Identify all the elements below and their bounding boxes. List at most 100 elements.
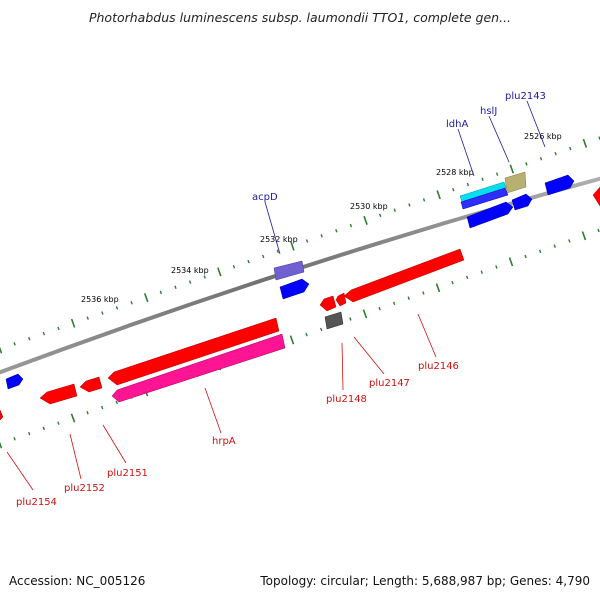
label-plu2152[interactable]: plu2152: [64, 483, 105, 494]
scale-tick: [42, 331, 46, 336]
gene-blue-arrow-icon[interactable]: [544, 174, 575, 196]
scale-tick: [86, 411, 89, 415]
gene-ldha-cyan[interactable]: [459, 181, 507, 203]
label-plu2154[interactable]: plu2154: [16, 497, 57, 508]
label-ldha[interactable]: ldhA: [446, 119, 468, 130]
scale-tick: [538, 249, 542, 254]
map-title: Photorhabdus luminescens subsp. laumondi…: [88, 10, 512, 25]
scale-label-2532: 2532 kbp: [260, 235, 298, 244]
scale-ticks-forward: [0, 136, 600, 354]
gene-hslj[interactable]: [504, 171, 527, 194]
scale-tick: [247, 259, 250, 264]
gene-plu2146[interactable]: [343, 248, 465, 303]
gene-plu2154[interactable]: [0, 409, 4, 421]
leader-plu2151: [102, 424, 127, 464]
scale-tick: [13, 342, 16, 346]
scale-tick: [554, 151, 557, 156]
scale-tick: [305, 332, 308, 337]
scale-tick: [349, 317, 352, 321]
gene-plu2147b[interactable]: [319, 295, 337, 312]
scale-tick: [582, 138, 588, 148]
gene-blue-mid[interactable]: [279, 278, 310, 300]
gene-red-edge[interactable]: [592, 186, 600, 207]
scale-tick: [569, 146, 572, 151]
scale-tick: [481, 177, 484, 182]
scale-tick: [70, 318, 76, 328]
scale-tick: [100, 405, 104, 410]
scale-tick: [524, 254, 527, 259]
scale-tick: [143, 293, 149, 303]
leader-acpd: [264, 201, 281, 255]
genome-stats-text: Topology: circular; Length: 5,688,987 bp…: [260, 574, 590, 588]
scale-label-2528: 2528 kbp: [436, 168, 474, 177]
scale-tick: [378, 306, 381, 311]
leader-hslj: [488, 115, 510, 163]
scale-tick: [262, 254, 265, 259]
leader-hrpa: [204, 387, 222, 434]
gene-ldha-blue[interactable]: [460, 187, 509, 210]
scale-tick: [86, 316, 89, 320]
scale-tick: [115, 400, 118, 405]
scale-tick: [362, 309, 368, 319]
scale-tick: [408, 203, 411, 207]
label-hrpa[interactable]: hrpA: [212, 436, 236, 447]
scale-tick: [597, 228, 600, 233]
scale-tick: [452, 187, 455, 192]
scale-tick: [525, 162, 528, 166]
scale-tick: [581, 231, 587, 241]
scale-tick: [13, 437, 16, 441]
scale-tick: [495, 172, 499, 176]
scale-tick: [0, 346, 3, 354]
scale-tick: [203, 275, 206, 279]
scale-tick: [495, 265, 498, 269]
scale-tick: [232, 264, 236, 269]
leader-plu2148: [341, 342, 344, 391]
leader-plu2154: [6, 451, 34, 491]
label-plu2147[interactable]: plu2147: [369, 378, 410, 389]
reverse-genes: [0, 186, 600, 421]
scale-tick: [451, 280, 454, 285]
scale-tick: [378, 213, 382, 218]
leader-plu2146: [417, 313, 437, 358]
scale-tick: [159, 290, 163, 295]
scale-label-2530: 2530 kbp: [350, 202, 388, 211]
gene-hrpa[interactable]: [111, 333, 286, 403]
scale-tick: [436, 190, 441, 200]
gene-acpd[interactable]: [273, 260, 305, 281]
scale-tick: [363, 215, 368, 225]
scale-tick: [422, 198, 426, 202]
scale-tick: [174, 285, 177, 290]
scale-tick: [217, 267, 222, 277]
gene-plu2148[interactable]: [324, 311, 344, 330]
gene-blue-long[interactable]: [466, 201, 514, 229]
scale-tick: [466, 182, 470, 187]
scale-tick: [320, 234, 323, 238]
scale-tick: [305, 239, 309, 243]
scale-tick: [480, 270, 483, 274]
leader-plu2143: [526, 100, 546, 148]
scale-tick: [393, 208, 396, 212]
scale-tick: [568, 239, 571, 243]
gene-red-long[interactable]: [107, 317, 280, 386]
gene-blue-left[interactable]: [5, 373, 24, 390]
label-hslj[interactable]: hslJ: [480, 106, 497, 117]
gene-blue-small[interactable]: [511, 193, 533, 211]
scale-tick: [435, 283, 441, 293]
gene-plu2152[interactable]: [39, 383, 78, 405]
scale-tick: [28, 431, 31, 436]
label-acpd[interactable]: acpD: [252, 192, 278, 203]
scale-tick: [0, 441, 3, 449]
scale-tick: [290, 241, 295, 251]
gene-plu2151[interactable]: [79, 376, 103, 393]
label-plu2146[interactable]: plu2146: [418, 361, 459, 372]
scale-tick: [115, 306, 119, 310]
scale-tick: [289, 335, 295, 345]
gene-plu2147[interactable]: [335, 292, 347, 307]
scale-tick: [57, 421, 60, 425]
label-plu2143[interactable]: plu2143: [505, 91, 546, 102]
label-plu2148[interactable]: plu2148: [326, 394, 367, 405]
label-plu2151[interactable]: plu2151: [107, 468, 148, 479]
scale-tick: [335, 228, 338, 233]
scale-label-2534: 2534 kbp: [171, 266, 209, 275]
leader-plu2147: [353, 336, 385, 375]
